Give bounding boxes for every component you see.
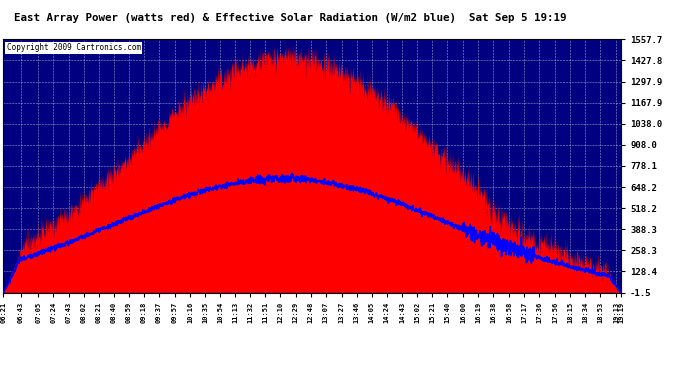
Text: East Array Power (watts red) & Effective Solar Radiation (W/m2 blue)  Sat Sep 5 : East Array Power (watts red) & Effective…	[14, 13, 566, 23]
Text: Copyright 2009 Cartronics.com: Copyright 2009 Cartronics.com	[6, 43, 141, 52]
